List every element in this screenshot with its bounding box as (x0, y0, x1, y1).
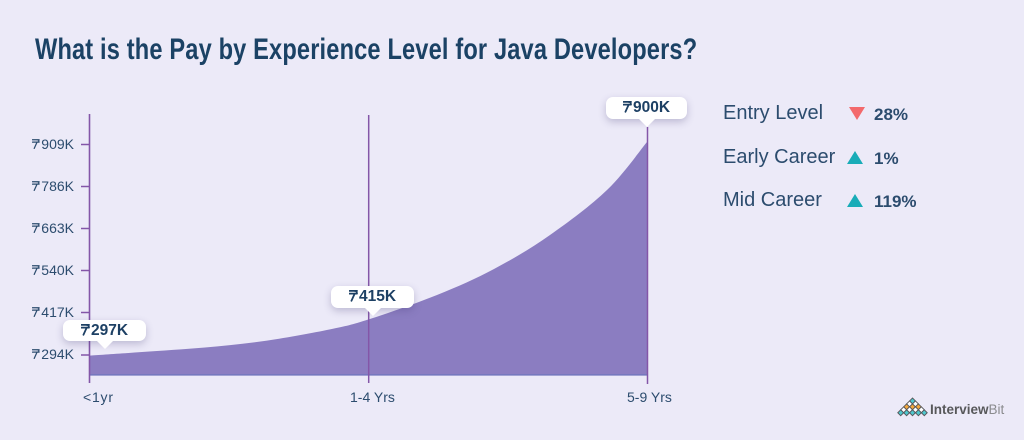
svg-text:Bit: Bit (989, 402, 1005, 417)
svg-text:Interview: Interview (930, 402, 989, 417)
